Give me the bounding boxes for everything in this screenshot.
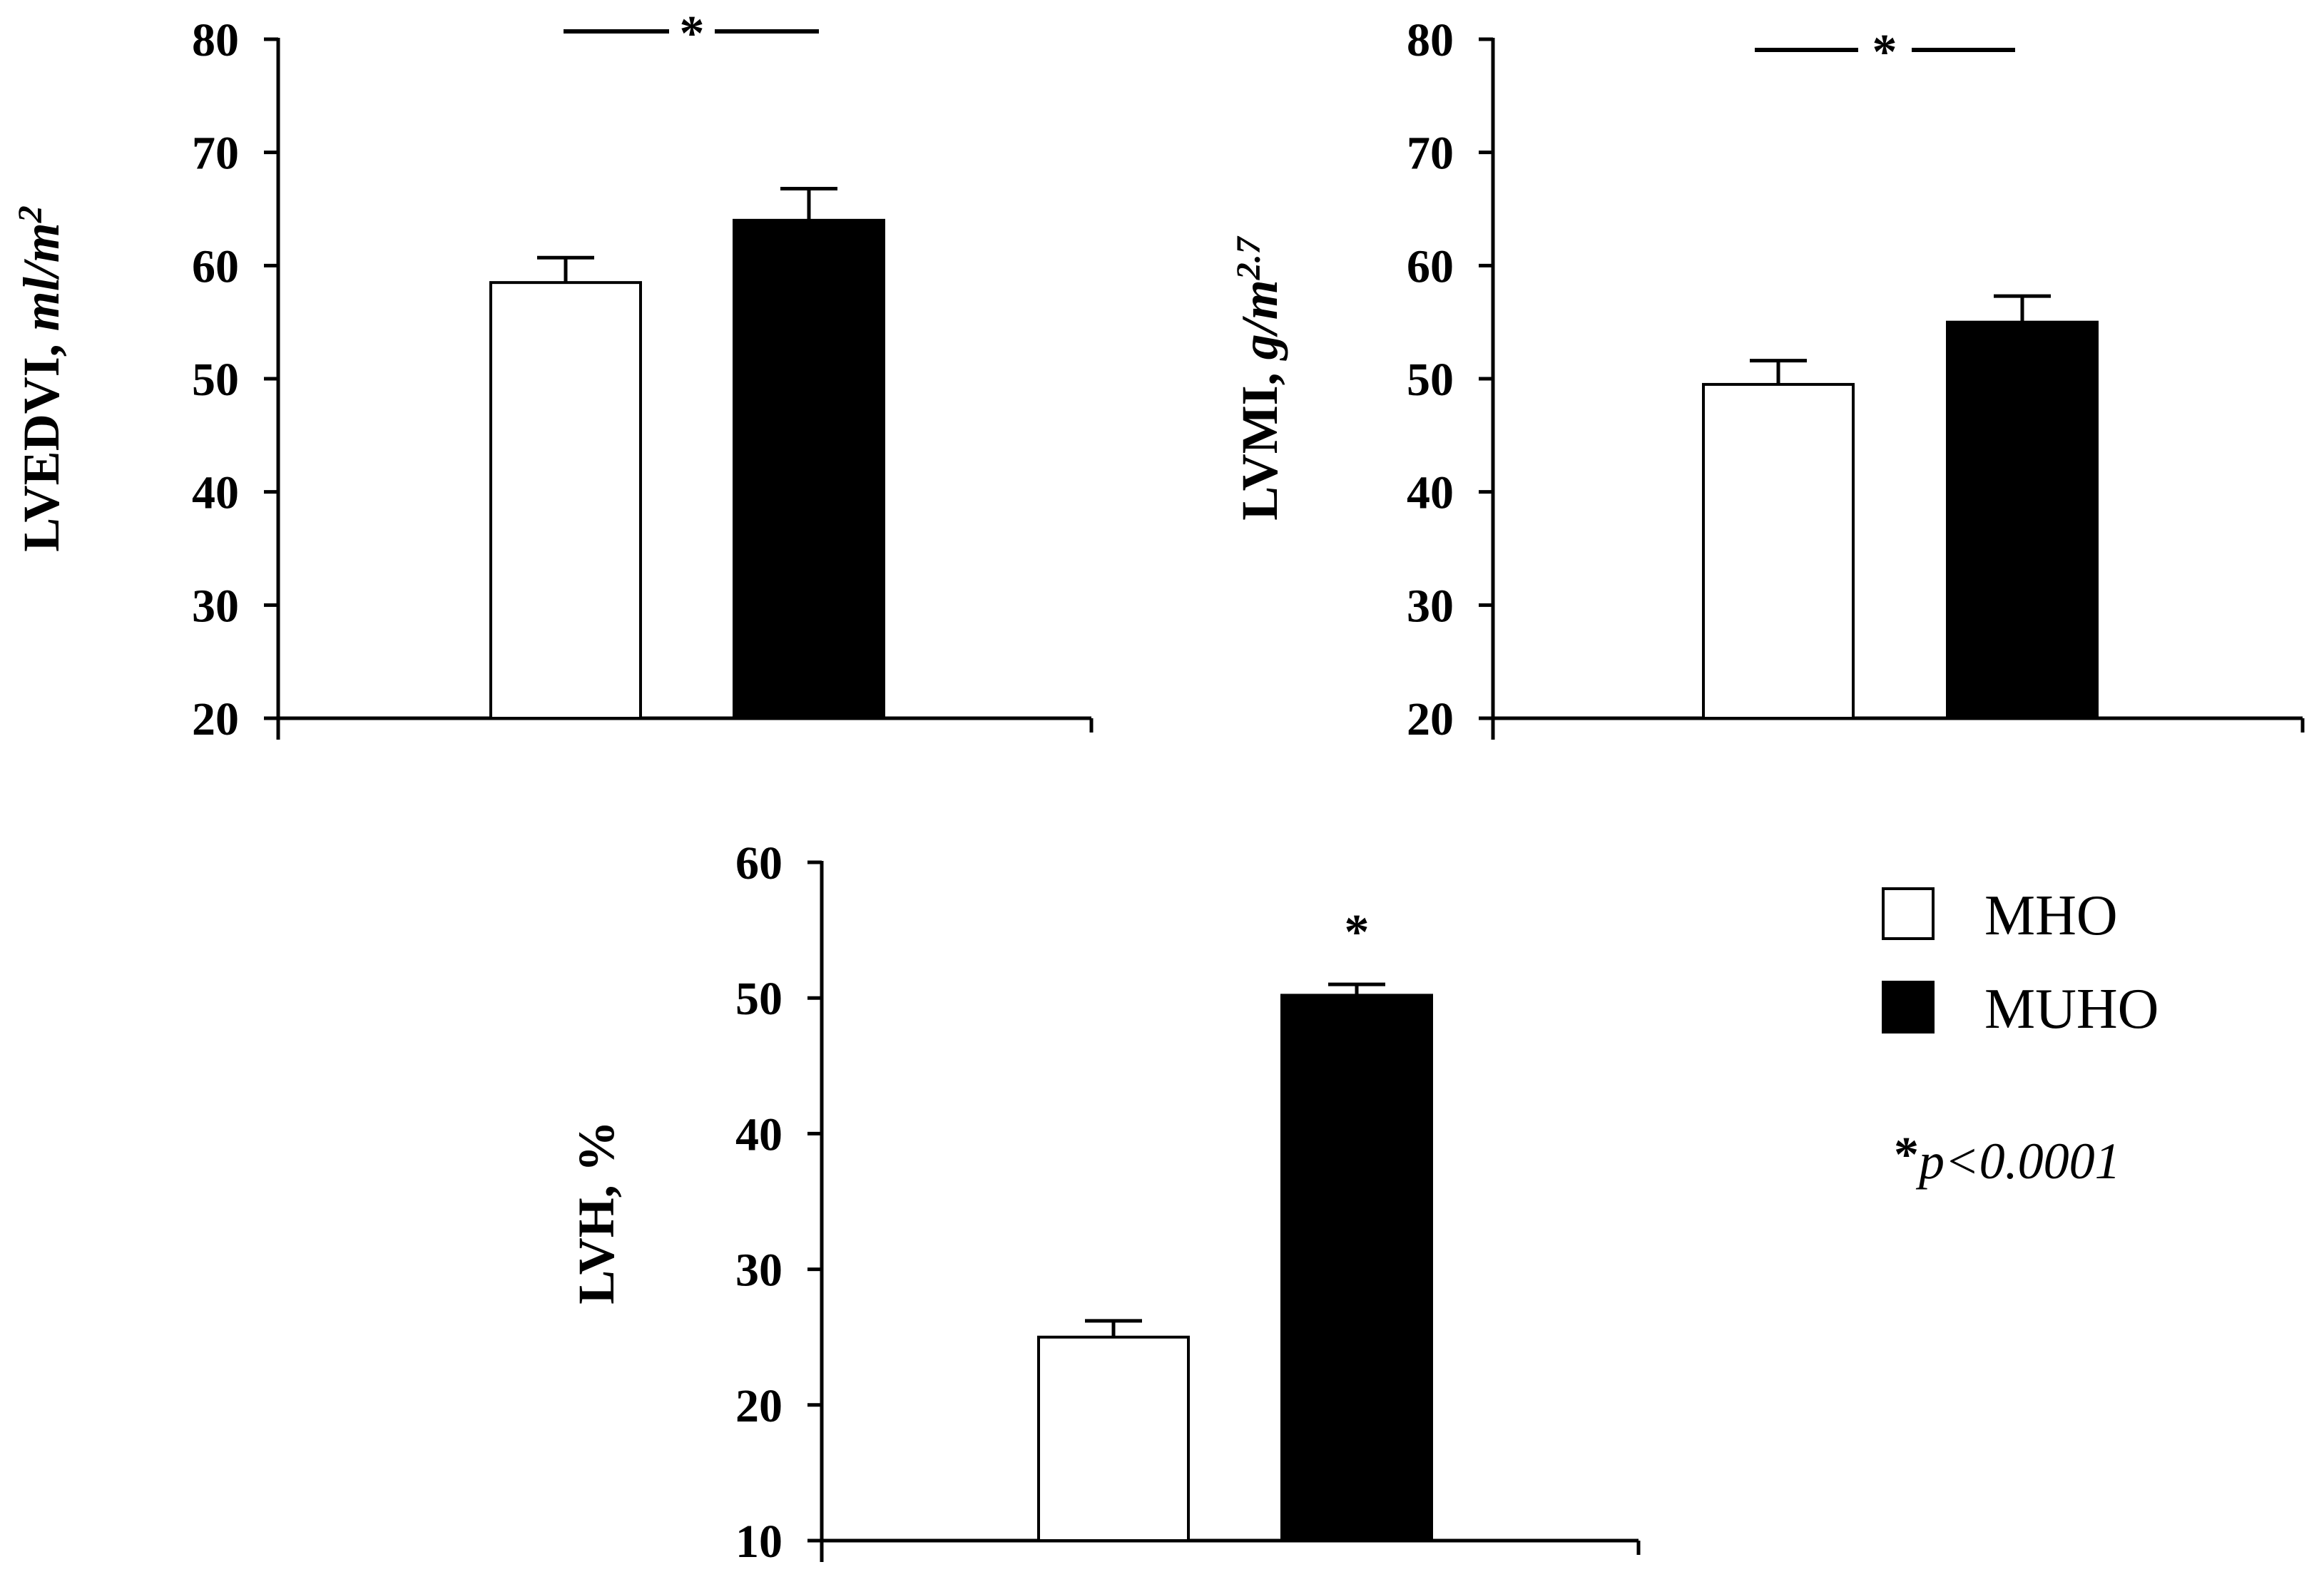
- bar-mho: [489, 281, 642, 720]
- significance-marker: *: [564, 6, 819, 61]
- y-axis-label: LVEDVI, ml/m2: [11, 205, 70, 551]
- y-tick-label: 70: [1407, 128, 1454, 180]
- y-tick-label: 40: [192, 467, 239, 519]
- sig-star: *: [1872, 25, 1897, 80]
- y-tick-label: 60: [735, 837, 783, 889]
- y-tick-label: 50: [735, 973, 783, 1025]
- y-tick-label: 80: [192, 14, 239, 66]
- y-tick-label: 20: [1407, 693, 1454, 745]
- y-tick-label: 50: [1407, 354, 1454, 406]
- significance-marker: *: [1755, 25, 2015, 80]
- bar-muho: [1280, 994, 1433, 1542]
- legend-swatch-muho: [1882, 981, 1935, 1033]
- y-tick-label: 70: [192, 128, 239, 180]
- y-tick-label: 30: [1407, 580, 1454, 632]
- panel-lvmi: LVMI, g/m2.7 20 30 40 50 60 70 80 *: [1230, 14, 2305, 745]
- legend: MHO MUHO *p<0.0001: [1882, 884, 2159, 1190]
- sig-star: *: [1345, 905, 1370, 960]
- y-tick-label: 30: [735, 1245, 783, 1297]
- legend-note: *p<0.0001: [1894, 1128, 2121, 1190]
- bars: [1702, 294, 2099, 720]
- y-ticks: 20 30 40 50 60 70 80: [192, 14, 1094, 745]
- note-star: *: [1894, 1128, 1919, 1183]
- y-tick-label: 40: [735, 1108, 783, 1160]
- y-tick-label: 20: [735, 1380, 783, 1432]
- y-axis-label: LVH, %: [568, 1121, 625, 1304]
- significance-marker: *: [1345, 905, 1370, 960]
- bars: [489, 186, 885, 720]
- bars: [1037, 982, 1433, 1542]
- y-tick-label: 40: [1407, 467, 1454, 519]
- note-text: p<0.0001: [1915, 1133, 2121, 1190]
- y-tick-label: 30: [192, 580, 239, 632]
- legend-label-muho: MUHO: [1984, 978, 2159, 1041]
- bar-muho: [733, 218, 885, 720]
- y-tick-label: 50: [192, 354, 239, 406]
- y-tick-label: 80: [1407, 14, 1454, 66]
- legend-label-mho: MHO: [1984, 884, 2118, 947]
- panel-lvh: LVH, % 10 20 30 40 50 60 *: [568, 837, 1641, 1568]
- y-axis-label: LVMI, g/m2.7: [1230, 235, 1288, 520]
- bar-mho: [1037, 1335, 1190, 1542]
- bar-mho: [1702, 382, 1855, 720]
- y-tick-label: 60: [1407, 240, 1454, 292]
- y-tick-label: 20: [192, 693, 239, 745]
- sig-star: *: [680, 6, 705, 61]
- y-tick-label: 60: [192, 240, 239, 292]
- y-ticks: 20 30 40 50 60 70 80: [1407, 14, 2305, 745]
- y-tick-label: 10: [735, 1516, 783, 1568]
- panel-lvedvi: LVEDVI, ml/m2 20 30 40 50 60 70 80 *: [11, 6, 1094, 745]
- bar-muho: [1946, 320, 2099, 720]
- y-ticks: 10 20 30 40 50 60: [735, 837, 1641, 1568]
- legend-swatch-mho: [1882, 887, 1935, 940]
